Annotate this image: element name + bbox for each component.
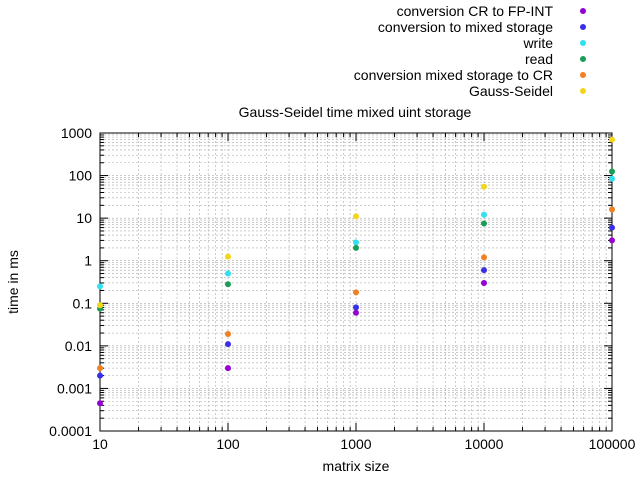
data-point — [225, 365, 231, 372]
y-tick-label: 1000 — [61, 125, 92, 141]
x-tick-label: 10 — [92, 436, 108, 452]
y-tick-label: 10 — [76, 210, 92, 226]
data-point — [353, 244, 359, 251]
x-tick-label: 10000 — [465, 436, 504, 452]
y-tick-label: 0.01 — [65, 338, 92, 354]
chart-title: Gauss-Seidel time mixed uint storage — [239, 104, 472, 120]
legend-marker — [580, 72, 586, 78]
legend-marker — [580, 40, 586, 46]
legend-label: write — [522, 35, 553, 51]
data-point — [97, 372, 103, 379]
data-point — [225, 330, 231, 337]
data-point — [609, 237, 615, 244]
y-tick-label: 0.001 — [57, 380, 92, 396]
data-point — [481, 211, 487, 218]
y-tick-label: 1 — [84, 253, 92, 269]
legend-marker — [580, 8, 586, 14]
data-point — [353, 304, 359, 311]
legend-marker — [580, 56, 586, 62]
data-point — [225, 253, 231, 260]
x-tick-label: 100000 — [589, 436, 636, 452]
axis-ticks: 10 100 1000 10000 100000 0.0001 0.001 0.01 0.1 1 1… — [49, 125, 635, 452]
y-tick-label: 0.0001 — [49, 423, 92, 439]
y-tick-label: 0.1 — [73, 295, 93, 311]
grid — [99, 132, 613, 432]
data-points — [97, 136, 615, 407]
data-point — [97, 365, 103, 372]
data-point — [97, 400, 103, 407]
data-point — [481, 220, 487, 227]
legend-label: read — [525, 51, 553, 67]
data-point — [225, 281, 231, 288]
data-point — [609, 136, 615, 143]
data-point — [225, 270, 231, 277]
legend-label: conversion mixed storage to CR — [354, 67, 553, 83]
data-point — [97, 302, 103, 309]
data-point — [609, 175, 615, 182]
legend-label: conversion to mixed storage — [378, 19, 553, 35]
data-point — [609, 168, 615, 175]
data-point — [225, 341, 231, 348]
y-axis-label: time in ms — [5, 250, 21, 314]
data-point — [353, 239, 359, 246]
data-point — [609, 224, 615, 231]
y-tick-label: 100 — [69, 168, 93, 184]
legend-marker — [580, 88, 586, 94]
x-tick-label: 100 — [216, 436, 240, 452]
data-point — [353, 289, 359, 296]
x-axis-label: matrix size — [323, 458, 390, 474]
data-point — [481, 267, 487, 274]
data-point — [481, 254, 487, 261]
data-point — [353, 309, 359, 316]
data-point — [353, 213, 359, 220]
x-tick-label: 1000 — [340, 436, 371, 452]
legend-label: conversion CR to FP-INT — [397, 3, 554, 19]
legend-marker — [580, 24, 586, 30]
data-point — [481, 279, 487, 286]
legend-label: Gauss-Seidel — [469, 83, 553, 99]
data-point — [481, 183, 487, 190]
data-point — [609, 206, 615, 213]
data-point — [97, 283, 103, 290]
